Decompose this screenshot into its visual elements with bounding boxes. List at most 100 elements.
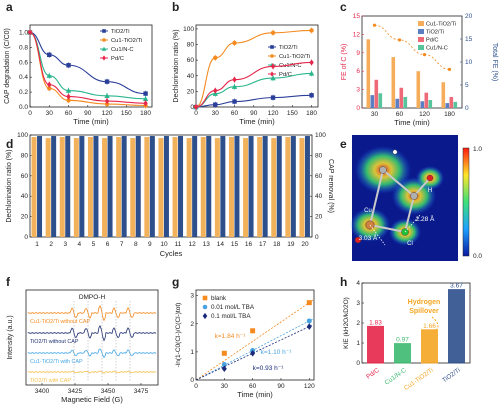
colorbar-max-label: 1.0 — [473, 146, 482, 153]
x-tick-label-d: 20 — [301, 241, 309, 248]
y-right-tick-label-d: 40 — [315, 193, 323, 200]
bar-c — [395, 98, 400, 108]
x-tick-label-f: 3425 — [68, 388, 83, 395]
bar-d — [121, 136, 127, 237]
bar-d — [59, 137, 65, 237]
legend-swatch-c — [418, 21, 424, 26]
atom — [410, 192, 418, 200]
data-point-b — [213, 87, 218, 94]
x-tick-label-d: 12 — [189, 241, 197, 248]
bar-d — [102, 138, 108, 237]
legend-label-c: TiO2/Ti — [426, 30, 444, 36]
panel-label-e: e — [340, 137, 347, 151]
y-right-tick-label-d: 20 — [315, 214, 323, 221]
y-axis-label-b: Dechlorination ratio (%) — [173, 29, 180, 102]
bar-d — [45, 138, 51, 237]
y-tick-label-c: 12 — [353, 31, 361, 38]
bar-c — [403, 96, 408, 108]
axes-frame-f — [25, 289, 159, 386]
x-tick-label-h: Cu1/N-C — [384, 367, 408, 387]
panel-label-d: d — [6, 137, 13, 151]
x-tick-label-h: Cu1-TiO2/Ti — [403, 367, 435, 392]
data-point-a — [143, 91, 148, 96]
y-right-tick-label-d: 80 — [315, 152, 323, 159]
bar-c — [445, 103, 450, 108]
bar-c — [424, 92, 429, 108]
y-tick-label-h: 4 — [356, 280, 360, 287]
x-tick-label-d: 2 — [49, 241, 53, 248]
data-point-a — [104, 79, 110, 84]
colorbar-min-label: 0.0 — [473, 253, 482, 260]
x-tick-label-d: 6 — [106, 241, 110, 248]
y-tick-label-g: 2 — [190, 321, 194, 328]
bar-d — [107, 136, 113, 237]
fit-line-g — [195, 318, 314, 381]
legend-label-c: Cu1-TiO2/Ti — [426, 22, 456, 28]
annotation-spillover-h: Spillover — [409, 308, 439, 315]
x-tick-label-d: 3 — [63, 241, 67, 248]
bar-d — [304, 136, 310, 237]
y-tick-label-d: 0 — [24, 234, 28, 241]
bar-h — [448, 289, 465, 364]
x-tick-label-d: 15 — [231, 241, 239, 248]
bar-d — [51, 136, 57, 237]
legend-marker-a — [102, 38, 106, 42]
y-right-tick-label-c: 20 — [465, 13, 473, 20]
fit-line-g — [195, 299, 314, 381]
trend-point-c — [447, 67, 452, 71]
spectrum-label-f: Cu1-TiO2/Ti with CAP — [30, 359, 83, 365]
data-point-g — [306, 300, 312, 306]
bar-d — [172, 137, 178, 237]
data-point-g — [221, 350, 227, 356]
y-tick-label-b: 0 — [190, 104, 194, 111]
x-tick-label-b: 60 — [231, 110, 239, 117]
x-tick-label-a: 30 — [46, 110, 54, 117]
spectrum-line-f — [27, 325, 157, 342]
data-point-b — [308, 70, 315, 76]
molecular-bond — [413, 177, 431, 197]
data-point-a — [142, 96, 149, 101]
trend-line-c — [374, 24, 450, 70]
axes-frame-a — [29, 24, 153, 108]
y-tick-label-b: 60 — [187, 57, 195, 64]
panel-label-a: a — [6, 0, 13, 14]
annotation-dmpo-h: DMPO-H — [79, 294, 106, 301]
y-tick-label-a: 0.2 — [19, 89, 28, 96]
x-tick-label-f: 3450 — [101, 388, 116, 395]
y-axis-label-a: CAP degradation (C/C0) — [4, 28, 11, 104]
y-right-tick-label-d: 0 — [315, 234, 319, 241]
atom — [426, 174, 434, 182]
bar-d — [285, 137, 291, 237]
spectrum-label-f: TiO2/Ti without CAP — [30, 339, 79, 345]
bar-c — [420, 101, 425, 108]
series-line-b — [195, 72, 312, 108]
x-tick-label-a: 90 — [84, 110, 92, 117]
value-label-h: 3.67 — [450, 283, 463, 290]
spillover-arrow-h — [431, 316, 439, 334]
data-point-a — [66, 93, 71, 100]
legend-marker-b — [270, 54, 274, 58]
y-axis-label-g: -ln(1-C0(Cl-)/C(Cl-)tot) — [175, 303, 182, 368]
y-tick-label-g: 3 — [190, 293, 194, 300]
bar-d — [248, 136, 254, 237]
x-tick-label-f: 3475 — [134, 388, 149, 395]
trend-point-c — [422, 53, 427, 57]
legend-marker-a — [102, 29, 106, 33]
x-tick-label-h: Pd/C — [365, 367, 381, 381]
bar-h — [394, 343, 411, 364]
value-label-h: 1.83 — [369, 319, 382, 326]
data-point-b — [232, 76, 237, 83]
bar-d — [65, 136, 71, 237]
data-point-a — [143, 100, 148, 107]
data-point-a — [27, 29, 33, 36]
y-tick-label-d: 60 — [21, 173, 29, 180]
y-tick-label-b: 40 — [187, 73, 195, 80]
data-point-b — [213, 102, 218, 107]
legend-label-g: 0.01 mol/L TBA — [211, 304, 255, 311]
annotation-rate-g: k=1.10 h⁻¹ — [261, 349, 293, 356]
data-point-b — [270, 75, 276, 81]
panel-label-c: c — [340, 0, 347, 14]
molecular-bond — [404, 195, 415, 233]
